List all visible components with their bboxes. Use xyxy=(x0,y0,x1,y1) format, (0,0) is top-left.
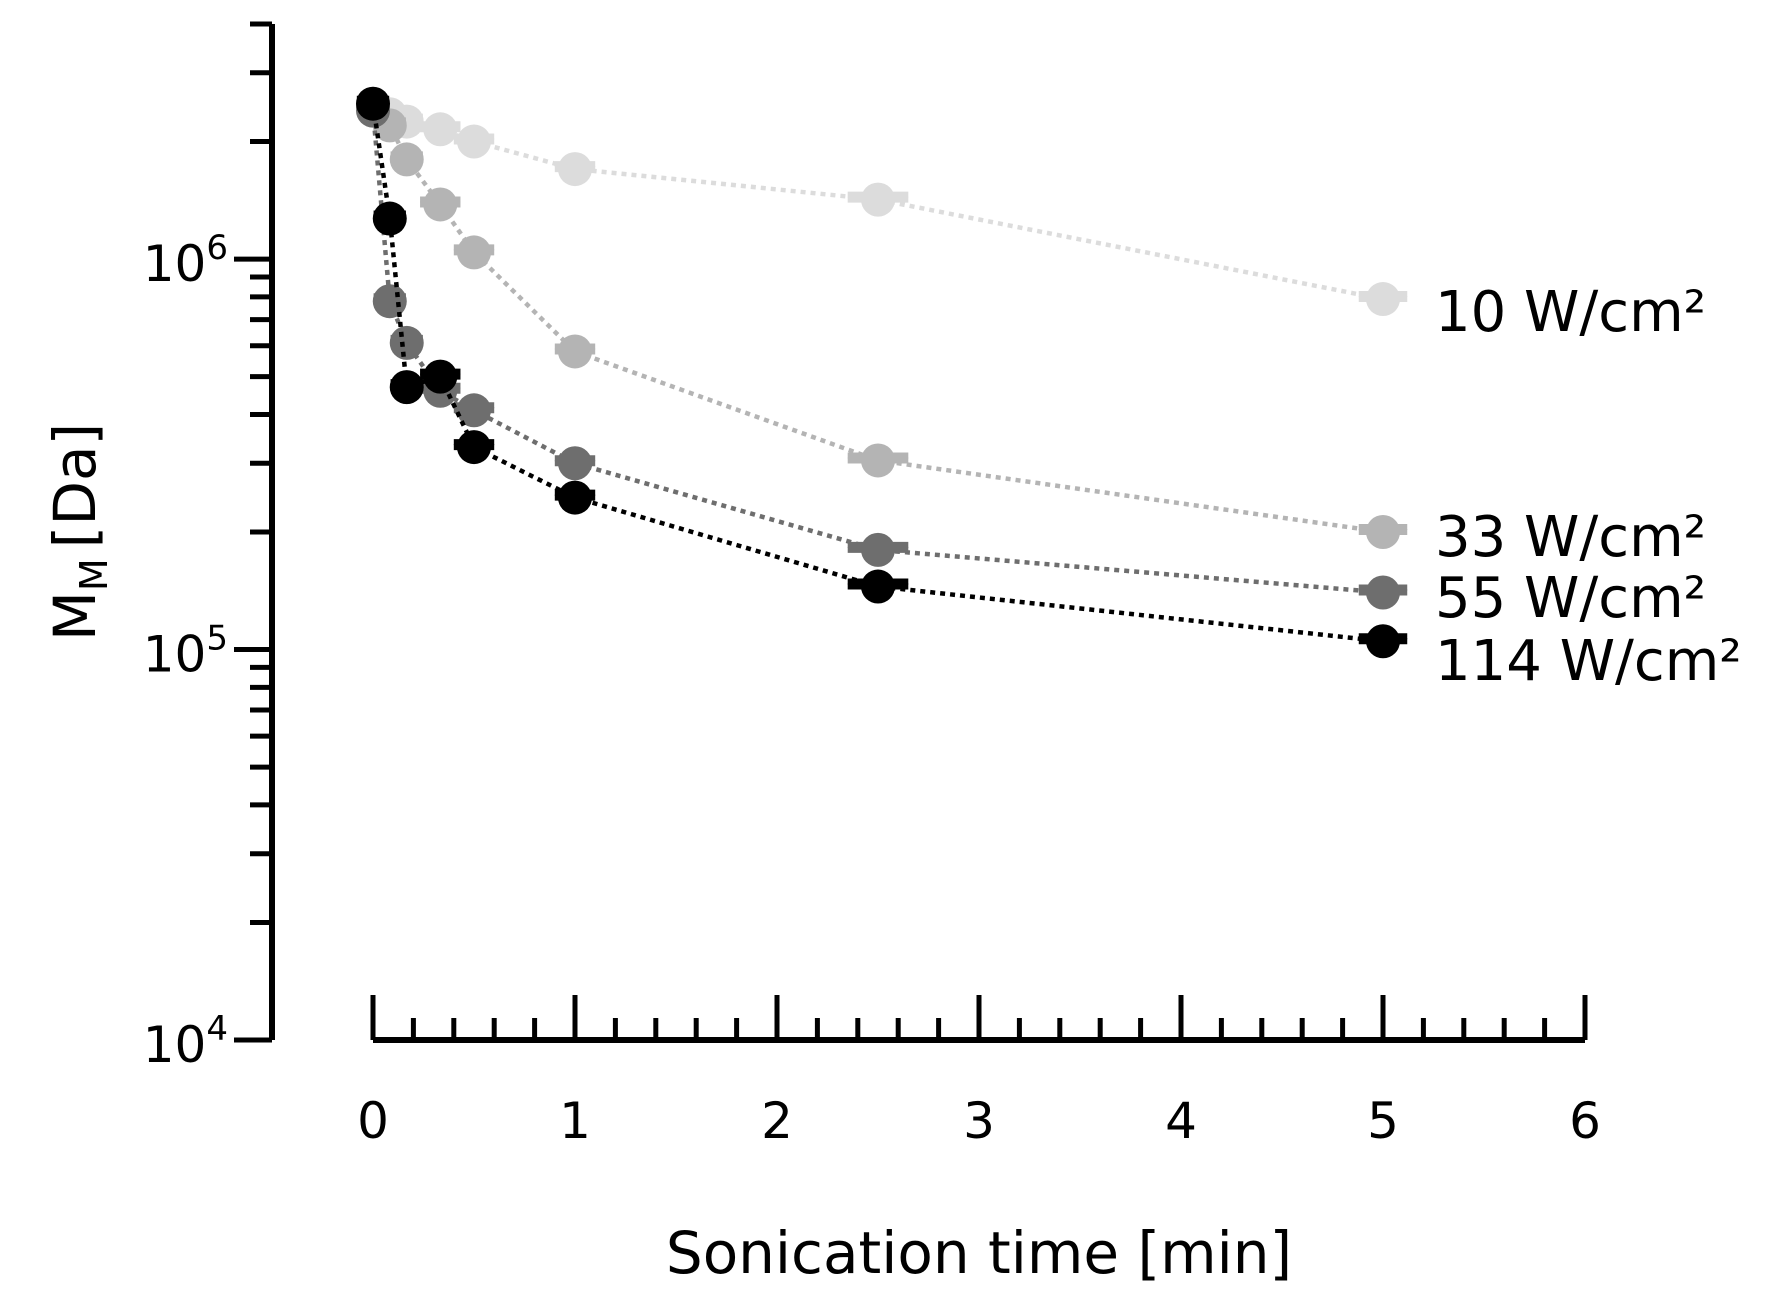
data-point xyxy=(457,235,491,270)
data-point xyxy=(558,446,592,481)
y-tick-label-exponent: 5 xyxy=(206,619,228,659)
y-axis-title: MM [Da] xyxy=(41,423,116,641)
y-axis-title-unit: [Da] xyxy=(41,423,109,548)
y-tick-label-base: 10 xyxy=(143,235,207,293)
data-point xyxy=(1366,624,1400,659)
x-tick-label: 5 xyxy=(1367,1092,1399,1150)
data-point xyxy=(457,430,491,465)
series-label: 33 W/cm² xyxy=(1435,505,1706,570)
y-tick-label: 105 xyxy=(143,619,228,684)
y-tick-label-exponent: 6 xyxy=(206,228,228,268)
data-point xyxy=(861,532,895,567)
data-point xyxy=(457,393,491,428)
data-point xyxy=(861,443,895,478)
series-line xyxy=(370,103,1384,644)
labels: Sonication time [min] MM [Da] xyxy=(41,423,1292,1287)
y-tick-label-base: 10 xyxy=(143,1016,207,1074)
data-point xyxy=(389,142,424,177)
y-tick-label-exponent: 4 xyxy=(206,1009,228,1049)
data-point xyxy=(861,182,895,217)
data-point xyxy=(423,359,458,394)
data-point xyxy=(423,112,458,147)
x-tick-label: 4 xyxy=(1165,1092,1197,1150)
data-point xyxy=(356,86,390,121)
y-tick-label: 104 xyxy=(143,1009,228,1074)
x-tick-label: 6 xyxy=(1569,1092,1601,1150)
x-tick-label: 0 xyxy=(357,1092,389,1150)
x-axis-title: Sonication time [min] xyxy=(666,1219,1292,1287)
x-tick-label: 1 xyxy=(559,1092,591,1150)
series-line xyxy=(370,110,1384,595)
series-label: 55 W/cm² xyxy=(1435,566,1706,631)
y-tick-label-base: 10 xyxy=(143,626,207,684)
series-group: 114 W/cm² xyxy=(356,86,1742,694)
x-ticks: 0 1 2 3 4 5 6 xyxy=(357,995,1601,1150)
series-group: 10 W/cm² xyxy=(356,86,1706,345)
data-point xyxy=(389,370,424,405)
data-point xyxy=(372,201,407,236)
x-tick-label: 2 xyxy=(761,1092,793,1150)
data-point xyxy=(423,187,458,222)
data-point xyxy=(861,569,895,604)
data-point xyxy=(389,325,424,360)
data-point xyxy=(558,152,592,187)
data-point xyxy=(1366,575,1400,610)
data-point xyxy=(1366,515,1400,549)
data-point xyxy=(558,334,592,369)
data-point xyxy=(457,124,491,159)
y-axis-title-main: M xyxy=(41,591,109,641)
x-tick-label: 3 xyxy=(963,1092,995,1150)
data-point xyxy=(1366,282,1400,317)
y-tick-label: 106 xyxy=(143,228,228,293)
data-point xyxy=(372,284,407,319)
series-label: 10 W/cm² xyxy=(1435,280,1706,345)
series-group: 33 W/cm² xyxy=(356,90,1706,570)
data-point xyxy=(558,480,592,515)
series-label: 114 W/cm² xyxy=(1435,629,1742,694)
y-axis-title-sub: M xyxy=(72,558,116,591)
